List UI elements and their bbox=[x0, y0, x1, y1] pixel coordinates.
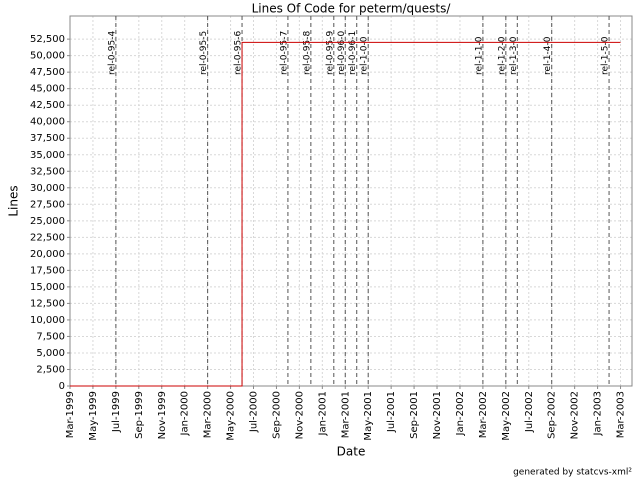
y-tick-label: 30,000 bbox=[30, 183, 65, 194]
x-tick-label: Nov-2001 bbox=[432, 391, 443, 439]
x-axis-label: Date bbox=[337, 445, 366, 459]
y-tick-label: 0 bbox=[59, 381, 65, 392]
x-tick-label: Jan-2001 bbox=[317, 391, 328, 436]
y-tick-label: 5,000 bbox=[36, 348, 65, 359]
x-tick-label: Mar-2000 bbox=[203, 391, 214, 438]
y-tick-label: 42,500 bbox=[30, 100, 65, 111]
x-tick-label: Sep-2000 bbox=[271, 391, 282, 439]
tag-label: rel-1-1-0 bbox=[474, 36, 484, 75]
y-tick-label: 22,500 bbox=[30, 232, 65, 243]
x-tick-label: May-1999 bbox=[88, 391, 99, 441]
x-tick-label: Mar-2001 bbox=[340, 391, 351, 438]
tag-label: rel-0-95-9 bbox=[325, 31, 335, 75]
x-tick-label: Nov-2000 bbox=[294, 391, 305, 439]
x-tick-label: Sep-1999 bbox=[134, 391, 145, 439]
tag-label: rel-0-96-0 bbox=[337, 31, 347, 75]
x-tick-label: Sep-2002 bbox=[547, 391, 558, 439]
chart-title: Lines Of Code for peterm/quests/ bbox=[252, 2, 452, 16]
x-tick-label: May-2000 bbox=[226, 391, 237, 441]
tag-label: rel-0-95-7 bbox=[279, 31, 289, 75]
x-tick-label: May-2001 bbox=[363, 391, 374, 441]
y-tick-label: 50,000 bbox=[30, 51, 65, 62]
tag-label: rel-0-95-5 bbox=[199, 31, 209, 75]
y-tick-label: 27,500 bbox=[30, 199, 65, 210]
y-axis-label: Lines bbox=[7, 185, 21, 216]
tag-label: rel-1-4-0 bbox=[543, 36, 553, 75]
y-tick-label: 45,000 bbox=[30, 84, 65, 95]
tag-label: rel-1-0-0 bbox=[360, 36, 370, 75]
x-tick-label: Nov-1999 bbox=[157, 391, 168, 439]
y-tick-label: 2,500 bbox=[36, 364, 65, 375]
footer: generated by statcvs-xml² bbox=[513, 468, 632, 478]
tag-label: rel-1-3-0 bbox=[509, 36, 519, 75]
x-tick-label: Mar-1999 bbox=[65, 391, 76, 438]
y-tick-label: 35,000 bbox=[30, 150, 65, 161]
y-tick-label: 37,500 bbox=[30, 133, 65, 144]
x-tick-label: May-2002 bbox=[501, 391, 512, 441]
x-tick-label: Jul-2002 bbox=[524, 391, 535, 433]
y-tick-label: 25,000 bbox=[30, 216, 65, 227]
y-tick-label: 12,500 bbox=[30, 298, 65, 309]
y-tick-label: 20,000 bbox=[30, 249, 65, 260]
plot-frame bbox=[69, 15, 633, 387]
tag-label: rel-0-96-1 bbox=[348, 31, 358, 75]
tag-label: rel-0-95-6 bbox=[234, 31, 244, 75]
x-tick-label: Jan-2003 bbox=[593, 391, 604, 436]
y-tick-label: 15,000 bbox=[30, 282, 65, 293]
x-tick-label: Jul-2001 bbox=[386, 391, 397, 433]
y-tick-label: 10,000 bbox=[30, 315, 65, 326]
tag-label: rel-0-95-4 bbox=[107, 31, 117, 75]
x-tick-label: Jul-1999 bbox=[111, 391, 122, 433]
y-tick-label: 40,000 bbox=[30, 117, 65, 128]
x-tick-label: Mar-2002 bbox=[478, 391, 489, 438]
x-tick-label: Mar-2003 bbox=[616, 391, 627, 438]
y-tick-label: 32,500 bbox=[30, 166, 65, 177]
tag-label: rel-0-95-8 bbox=[302, 31, 312, 75]
tag-label: rel-1-2-0 bbox=[497, 36, 507, 75]
x-tick-label: Jan-2002 bbox=[455, 391, 466, 436]
y-tick-label: 47,500 bbox=[30, 67, 65, 78]
x-tick-label: Sep-2001 bbox=[409, 391, 420, 439]
x-tick-label: Nov-2002 bbox=[570, 391, 581, 439]
y-tick-label: 7,500 bbox=[36, 331, 65, 342]
data-line bbox=[70, 41, 621, 387]
y-tick-label: 52,500 bbox=[30, 34, 65, 45]
x-tick-label: Jul-2000 bbox=[249, 391, 260, 433]
tag-label: rel-1-5-0 bbox=[601, 36, 611, 75]
y-tick-label: 17,500 bbox=[30, 265, 65, 276]
x-tick-label: Jan-2000 bbox=[180, 391, 191, 436]
